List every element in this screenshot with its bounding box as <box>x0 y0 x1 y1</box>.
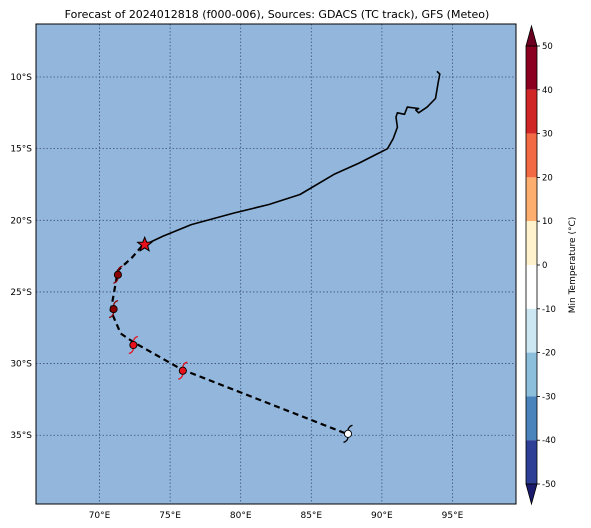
colorbar-bin <box>526 265 537 309</box>
cyclone-symbol <box>178 361 188 380</box>
colorbar-tick-label: 10 <box>542 217 553 227</box>
colorbar-tick-label: -30 <box>542 392 556 402</box>
colorbar-bin <box>526 308 537 353</box>
colorbar-tick-label: 50 <box>542 42 553 52</box>
cyclone-symbol <box>113 265 123 284</box>
colorbar-extend-bottom <box>525 483 538 506</box>
ocean-area <box>36 24 516 504</box>
lat-tick-label: 35°S <box>10 431 32 441</box>
colorbar-tick-label: -40 <box>542 436 556 446</box>
figure-title: Forecast of 2024012818 (f000-006), Sourc… <box>64 8 490 21</box>
colorbar-tick-label: -10 <box>542 305 556 315</box>
colorbar-bin <box>526 46 537 90</box>
colorbar: 50 40 30 20 10 0 -10 -20 -30 -40 -50 <box>525 24 556 506</box>
lat-tick-label: 25°S <box>10 288 32 298</box>
colorbar-tick-label: 20 <box>542 173 553 183</box>
colorbar-bin <box>526 396 537 441</box>
colorbar-tick-label: 30 <box>542 130 553 140</box>
past-track-line <box>141 70 441 247</box>
cyclone-center <box>109 305 118 314</box>
colorbar-bin <box>526 177 537 222</box>
cyclone-symbol <box>128 335 139 355</box>
colorbar-label: Min Temperature (°C) <box>568 216 578 314</box>
colorbar-bin <box>526 221 537 265</box>
cyclone-center <box>129 340 138 350</box>
cyclone-center <box>113 270 122 279</box>
cyclone-symbol <box>108 299 119 319</box>
cyclone-center <box>178 366 187 375</box>
colorbar-tick-label: -20 <box>542 349 556 359</box>
cyclone-symbol <box>343 424 353 443</box>
lon-tick-label: 95°E <box>442 511 464 521</box>
colorbar-tick-label: -50 <box>542 480 556 490</box>
colorbar-bin <box>526 133 537 178</box>
map-axes: 70°E 75°E 80°E 85°E 90°E 95°E 10°S 15°S 20°S 25°S… <box>10 23 517 521</box>
lon-tick-label: 85°E <box>300 511 322 521</box>
lon-tick-label: 75°E <box>159 511 181 521</box>
lat-tick-label: 15°S <box>10 145 32 155</box>
lon-tick-label: 80°E <box>230 511 252 521</box>
lat-tick-label: 10°S <box>10 73 32 83</box>
lon-tick-label: 70°E <box>89 511 111 521</box>
lon-tick-label: 90°E <box>371 511 393 521</box>
axes-frame <box>35 23 517 505</box>
current-position-star <box>136 235 154 252</box>
colorbar-bin <box>526 352 537 397</box>
colorbar-tick-label: 40 <box>542 86 553 96</box>
cyclone-center <box>343 429 353 438</box>
colorbar-tick-label: 0 <box>542 261 547 271</box>
colorbar-extend-top <box>525 24 538 47</box>
colorbar-bin <box>526 89 537 134</box>
colorbar-bin <box>526 440 537 484</box>
lat-tick-label: 30°S <box>10 360 32 370</box>
lat-tick-label: 20°S <box>10 216 32 226</box>
track-layer <box>108 70 441 443</box>
